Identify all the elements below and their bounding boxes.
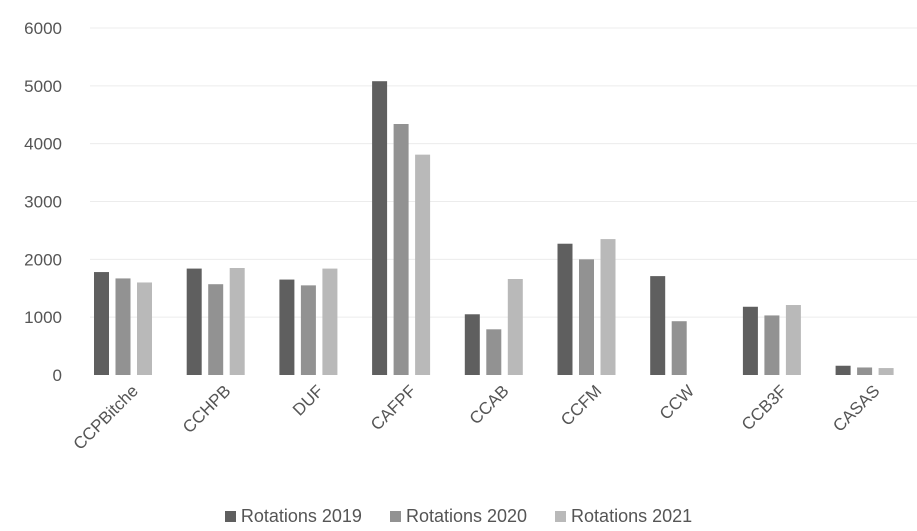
x-category-label: CCW: [656, 381, 698, 423]
y-tick-label: 4000: [24, 135, 62, 154]
bar-casas-2019: [835, 365, 851, 375]
x-category-label: DUF: [289, 381, 327, 419]
legend-label-2020: Rotations 2020: [405, 506, 528, 526]
bar-cafpf-2020: [393, 124, 409, 376]
bar-ccfm-2020: [579, 259, 594, 375]
legend-item-2021: Rotations 2021: [555, 506, 692, 527]
y-tick-label: 6000: [24, 19, 62, 38]
bar-ccab-2021: [507, 278, 523, 375]
x-category-label: CASAS: [829, 381, 883, 435]
legend-item-2019: Rotations 2019: [224, 506, 362, 527]
bar-ccab-2019: [464, 314, 480, 375]
bar-ccpbitche-2021: [137, 282, 152, 375]
y-tick-label: 1000: [24, 308, 62, 327]
x-category-label: CCPBitche: [70, 381, 142, 453]
bars: [94, 81, 894, 376]
bar-ccpbitche-2020: [115, 278, 131, 375]
bar-ccb3f-2021: [785, 305, 801, 375]
bar-ccw-2020: [671, 321, 687, 375]
bar-ccw-2019: [650, 276, 666, 375]
legend: Rotations 2019 Rotations 2020 Rotations …: [0, 506, 917, 527]
x-axis-labels: CCPBitche CCHPB DUF CAFPF CCAB CCFM CCW CCB3F CA…: [70, 381, 884, 453]
legend-item-2020: Rotations 2020: [389, 506, 528, 527]
bar-ccpbitche-2019: [94, 272, 109, 375]
bar-cafpf-2019: [372, 81, 388, 375]
bar-ccb3f-2019: [742, 306, 758, 375]
bar-cafpf-2021: [415, 154, 431, 375]
bar-casas-2020: [857, 367, 873, 375]
legend-label-2019: Rotations 2019: [240, 506, 362, 526]
bar-ccab-2020: [486, 329, 502, 375]
legend-swatch-2021: [555, 511, 567, 522]
y-tick-label: 3000: [24, 193, 62, 212]
legend-label-2021: Rotations 2021: [571, 506, 693, 526]
bar-cchpb-2020: [208, 284, 224, 375]
legend-swatch-2019: [224, 511, 236, 522]
bar-duf-2020: [300, 285, 316, 375]
bar-duf-2019: [279, 279, 295, 375]
y-tick-label: 0: [53, 366, 62, 385]
bar-ccb3f-2020: [764, 315, 780, 375]
gridlines: [90, 27, 917, 318]
y-tick-label: 5000: [24, 77, 62, 96]
legend-swatch-2020: [389, 511, 401, 522]
bar-cchpb-2019: [186, 268, 202, 375]
bar-duf-2021: [322, 268, 338, 375]
x-category-label: CCAB: [466, 381, 513, 428]
x-category-label: CCB3F: [738, 381, 791, 434]
bar-ccfm-2019: [557, 243, 573, 375]
bar-ccfm-2021: [600, 239, 616, 375]
bar-chart: 0 1000 2000 3000 4000 5000 6000 CCPBitche CCHPB…: [24, 19, 917, 454]
y-axis-ticks: 0 1000 2000 3000 4000 5000 6000: [24, 19, 62, 385]
y-tick-label: 2000: [24, 250, 62, 269]
x-category-label: CCFM: [557, 381, 605, 429]
x-category-label: CAFPF: [367, 381, 420, 434]
bar-cchpb-2021: [229, 268, 245, 375]
x-category-label: CCHPB: [179, 381, 235, 437]
bar-casas-2021: [878, 368, 894, 375]
